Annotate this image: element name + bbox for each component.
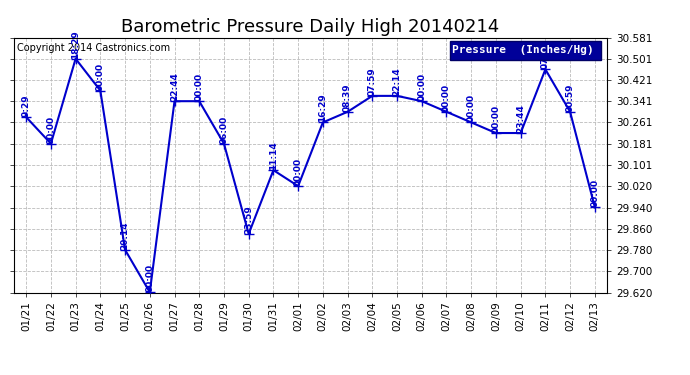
Text: 06:00: 06:00 bbox=[219, 116, 228, 144]
Text: 9:29: 9:29 bbox=[21, 94, 30, 117]
Text: 00:59: 00:59 bbox=[566, 83, 575, 112]
Title: Barometric Pressure Daily High 20140214: Barometric Pressure Daily High 20140214 bbox=[121, 18, 500, 36]
Text: Copyright 2014 Castronics.com: Copyright 2014 Castronics.com bbox=[17, 43, 170, 52]
Text: 00:00: 00:00 bbox=[442, 84, 451, 112]
Text: 00:00: 00:00 bbox=[195, 73, 204, 101]
Text: 00:00: 00:00 bbox=[491, 105, 500, 133]
Text: 22:44: 22:44 bbox=[170, 72, 179, 101]
Text: 00:00: 00:00 bbox=[46, 116, 55, 144]
Text: 22:14: 22:14 bbox=[393, 67, 402, 96]
Text: 00:00: 00:00 bbox=[96, 63, 105, 91]
Text: 00:00: 00:00 bbox=[466, 94, 475, 122]
Text: 07:59: 07:59 bbox=[368, 67, 377, 96]
Text: 00:00: 00:00 bbox=[417, 73, 426, 101]
Text: 00:00: 00:00 bbox=[146, 264, 155, 292]
Text: 00:00: 00:00 bbox=[591, 179, 600, 207]
Text: Pressure  (Inches/Hg): Pressure (Inches/Hg) bbox=[452, 45, 593, 55]
Text: 11:14: 11:14 bbox=[269, 141, 278, 170]
Text: 16:29: 16:29 bbox=[318, 94, 327, 122]
Text: 07:44: 07:44 bbox=[541, 40, 550, 69]
Text: 20:14: 20:14 bbox=[121, 221, 130, 250]
FancyBboxPatch shape bbox=[450, 41, 601, 60]
Text: 23:44: 23:44 bbox=[516, 104, 525, 133]
Text: 08:39: 08:39 bbox=[343, 83, 352, 112]
Text: 18:29: 18:29 bbox=[71, 30, 80, 59]
Text: 00:00: 00:00 bbox=[294, 158, 303, 186]
Text: 23:59: 23:59 bbox=[244, 205, 253, 234]
